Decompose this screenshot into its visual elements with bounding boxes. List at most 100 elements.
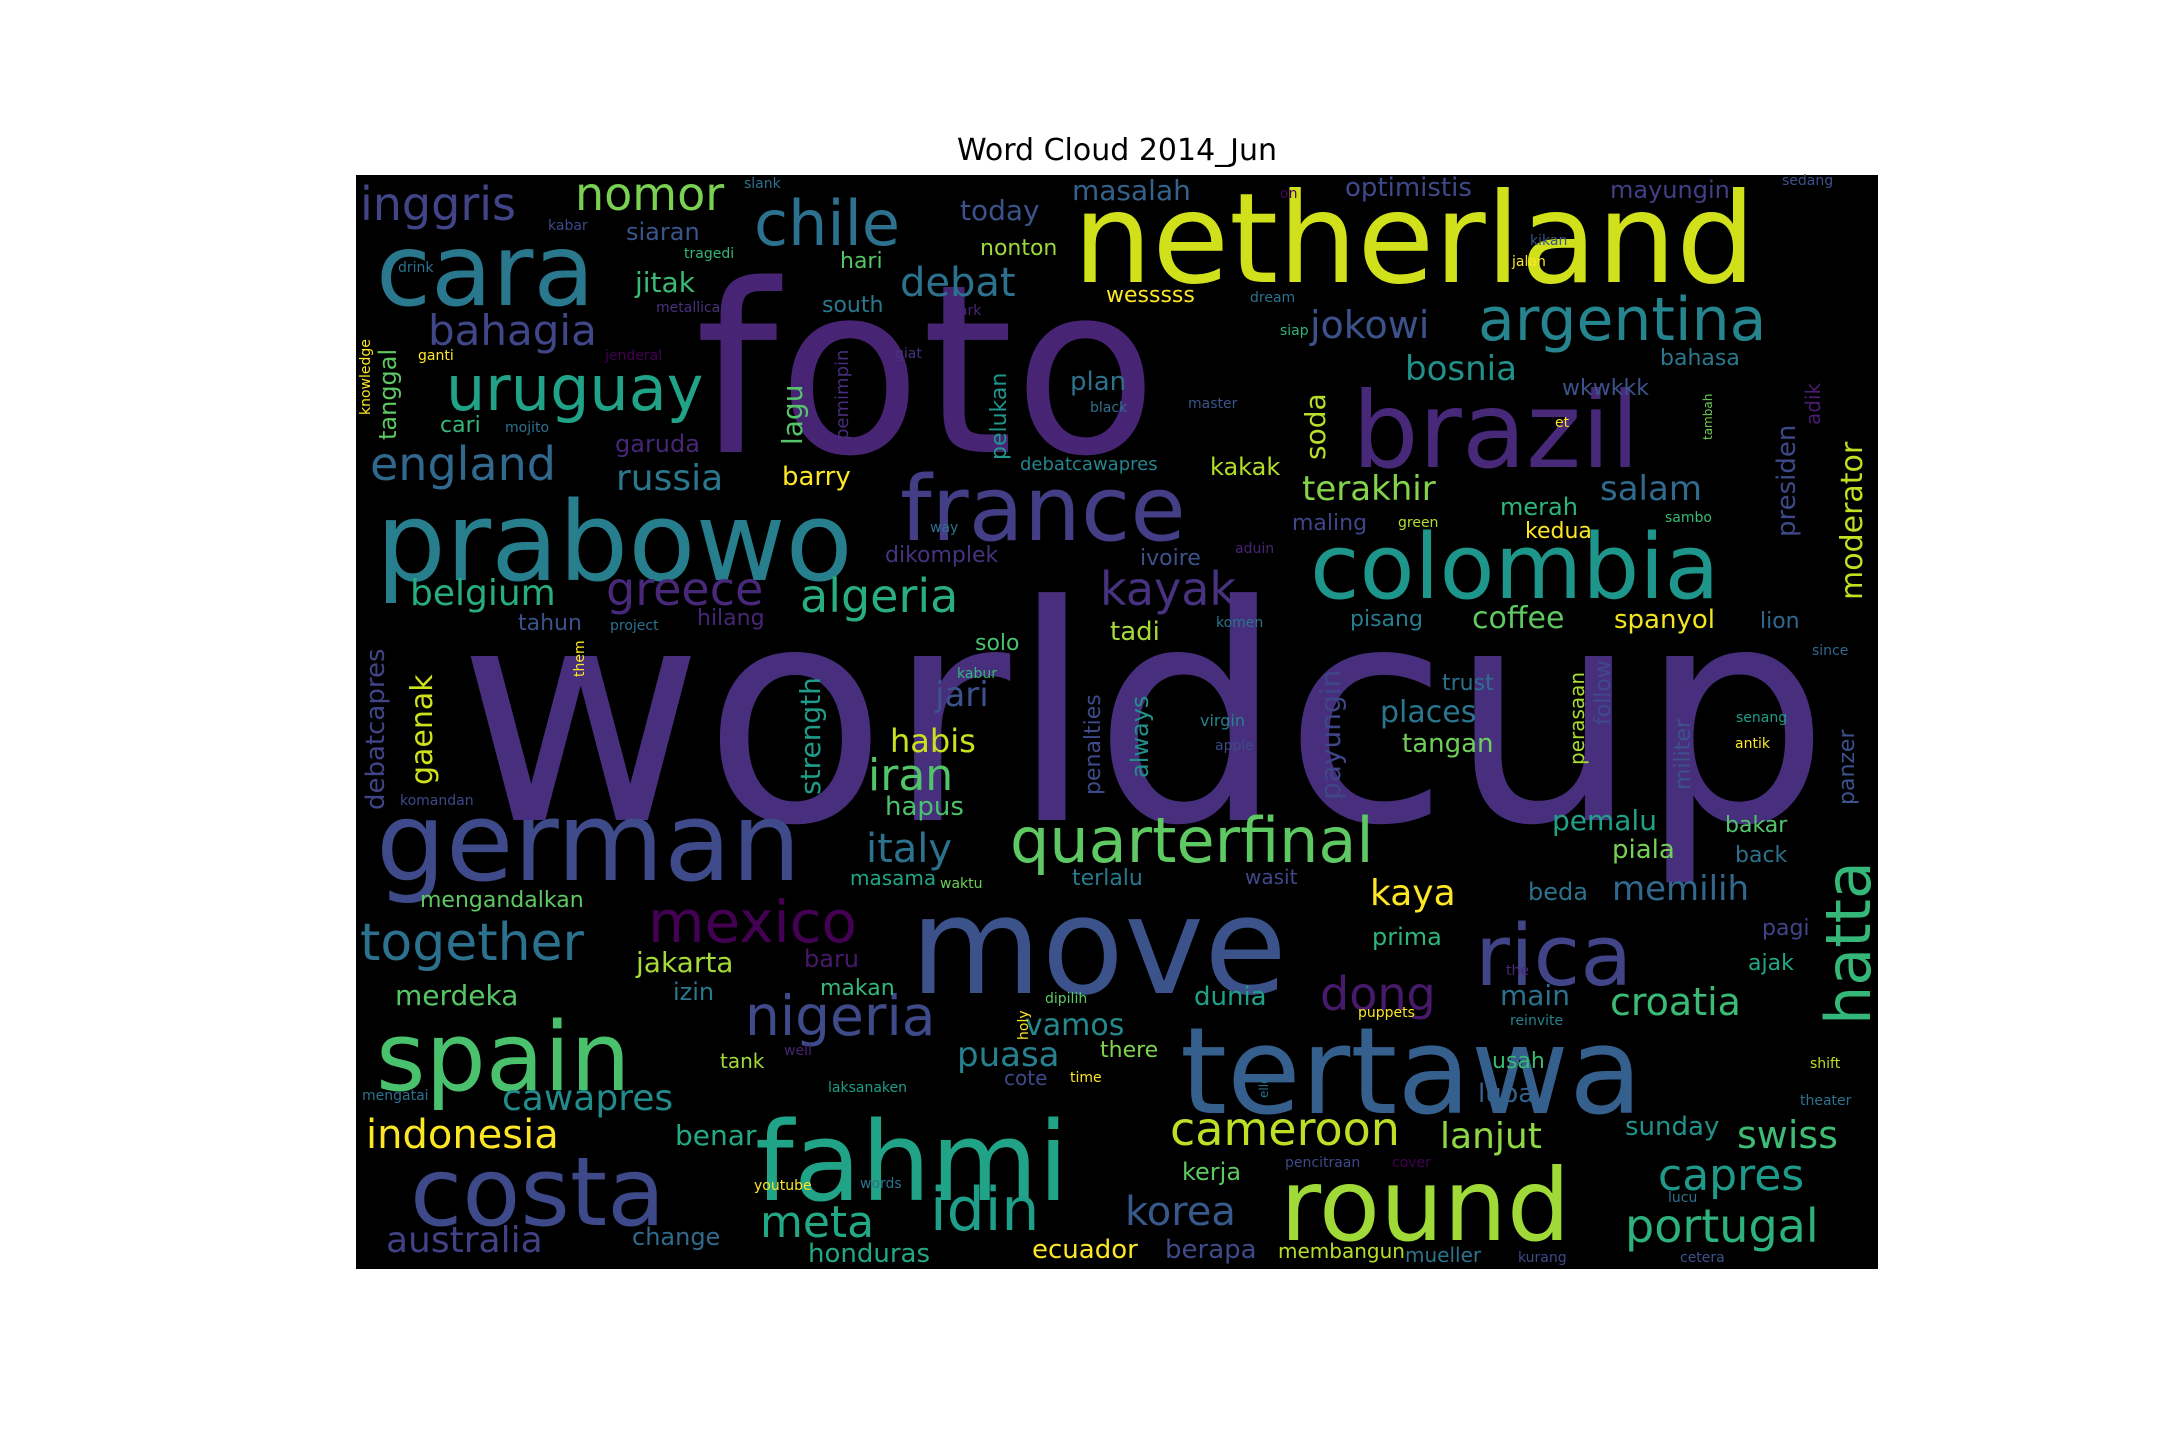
word-bahasa: bahasa — [1660, 346, 1740, 371]
word-swiss: swiss — [1737, 1113, 1838, 1157]
word-layer: worldcupfotonetherlandbrazilmovetertawap… — [358, 167, 1885, 1269]
word-dipilih: dipilih — [1045, 991, 1087, 1007]
word-berapa: berapa — [1165, 1235, 1257, 1265]
word-hapus: hapus — [885, 792, 964, 822]
word-debatcawapres: debatcawapres — [1020, 454, 1158, 475]
word-jari: jari — [934, 675, 989, 715]
word-way: way — [930, 520, 958, 536]
word-memilih: memilih — [1612, 869, 1749, 909]
word-kikan: kikan — [1530, 233, 1567, 249]
word-mexico: mexico — [648, 888, 857, 956]
word-wkwkkk: wkwkkk — [1562, 376, 1649, 401]
word-baru: baru — [804, 945, 859, 973]
word-lion: lion — [1760, 609, 1800, 634]
word-hilang: hilang — [697, 606, 765, 631]
word-izin: izin — [673, 978, 714, 1006]
word-wasit: wasit — [1245, 865, 1298, 889]
word-debatcapres: debatcapres — [361, 648, 391, 810]
word-makan: makan — [820, 976, 895, 1001]
word-spanyol: spanyol — [1614, 605, 1715, 635]
word-usah: usah — [1492, 1049, 1545, 1074]
word-ivoire: ivoire — [1140, 546, 1201, 571]
word-tank: tank — [720, 1049, 765, 1073]
word-lucu: lucu — [1668, 1190, 1697, 1206]
word-bahagia: bahagia — [428, 306, 597, 355]
word-barry: barry — [782, 462, 851, 492]
word-capres: capres — [1658, 1150, 1804, 1201]
word-words: words — [860, 1176, 902, 1192]
word-iran: iran — [868, 750, 953, 801]
word-knowledge: knowledge — [358, 339, 374, 415]
word-green: green — [1398, 515, 1438, 531]
word-worldcup: worldcup — [458, 542, 1830, 891]
word-lupa: lupa — [1478, 1079, 1534, 1109]
word-komen: komen — [1216, 615, 1263, 631]
word-greece: greece — [606, 562, 763, 616]
word-since: since — [1812, 643, 1848, 659]
word-beda: beda — [1528, 878, 1588, 906]
word-back: back — [1735, 843, 1788, 868]
word-siap: siap — [1280, 323, 1309, 339]
word-round: round — [1280, 1147, 1570, 1264]
word-maling: maling — [1292, 511, 1367, 536]
word-german: german — [376, 778, 801, 906]
word-aduin: aduin — [1235, 541, 1274, 557]
word-croatia: croatia — [1610, 980, 1741, 1024]
word-jakarta: jakarta — [635, 946, 733, 979]
word-puasa: puasa — [957, 1035, 1060, 1075]
word-prima: prima — [1372, 923, 1442, 951]
word-optimistis: optimistis — [1345, 173, 1472, 203]
word-debat: debat — [900, 260, 1016, 306]
word-senang: senang — [1736, 710, 1787, 726]
word-solo: solo — [975, 631, 1020, 656]
word-netherland: netherland — [1073, 167, 1756, 312]
word-colombia: colombia — [1310, 515, 1720, 620]
word-always: always — [1126, 696, 1154, 778]
word-merah: merah — [1500, 493, 1578, 521]
word-chile: chile — [754, 187, 900, 260]
word-places: places — [1380, 695, 1476, 730]
word-change: change — [632, 1223, 720, 1251]
word-apple: apple — [1215, 738, 1254, 754]
word-russia: russia — [616, 458, 723, 499]
word-kabur: kabur — [957, 666, 997, 682]
word-nigeria: nigeria — [745, 984, 936, 1048]
word-pemimpin: pemimpin — [832, 350, 853, 440]
word-hatta: hatta — [1812, 861, 1885, 1025]
word-virgin: virgin — [1200, 711, 1245, 730]
word-tadi: tadi — [1110, 617, 1160, 647]
word-lagu: lagu — [776, 385, 809, 445]
word-laksanaken: laksanaken — [828, 1080, 907, 1096]
word-tambah: tambah — [1701, 394, 1715, 440]
word-cetera: cetera — [1680, 1250, 1725, 1266]
word-sedang: sedang — [1782, 173, 1833, 189]
word-them: them — [572, 640, 588, 677]
word-youtube: youtube — [754, 1178, 812, 1194]
word-tanggal: tanggal — [374, 349, 402, 440]
word-terlalu: terlalu — [1072, 866, 1143, 891]
word-follow: follow — [1591, 660, 1616, 725]
word-black: black — [1090, 400, 1128, 416]
word-moderator: moderator — [1835, 441, 1870, 600]
word-together: together — [360, 913, 585, 973]
word-cameroon: cameroon — [1170, 1102, 1400, 1156]
chart-title: Word Cloud 2014_Jun — [956, 133, 1278, 168]
word-mengatai: mengatai — [362, 1088, 429, 1104]
word-italy: italy — [866, 826, 952, 872]
word-pelukan: pelukan — [987, 373, 1012, 460]
word-pisang: pisang — [1350, 607, 1423, 632]
word-presiden: presiden — [1772, 425, 1802, 537]
word-algeria: algeria — [800, 569, 958, 623]
word-portugal: portugal — [1625, 1199, 1819, 1253]
word-jalan: jalan — [1511, 254, 1546, 270]
word-nonton: nonton — [980, 236, 1057, 261]
word-rica: rica — [1475, 907, 1632, 1006]
word-dunia: dunia — [1194, 982, 1267, 1012]
word-france: france — [900, 457, 1186, 562]
word-today: today — [960, 194, 1040, 227]
word-drink: drink — [398, 260, 434, 276]
word-kabar: kabar — [548, 218, 588, 234]
word-dong: dong — [1320, 967, 1436, 1021]
word-tragedi: tragedi — [684, 246, 734, 262]
